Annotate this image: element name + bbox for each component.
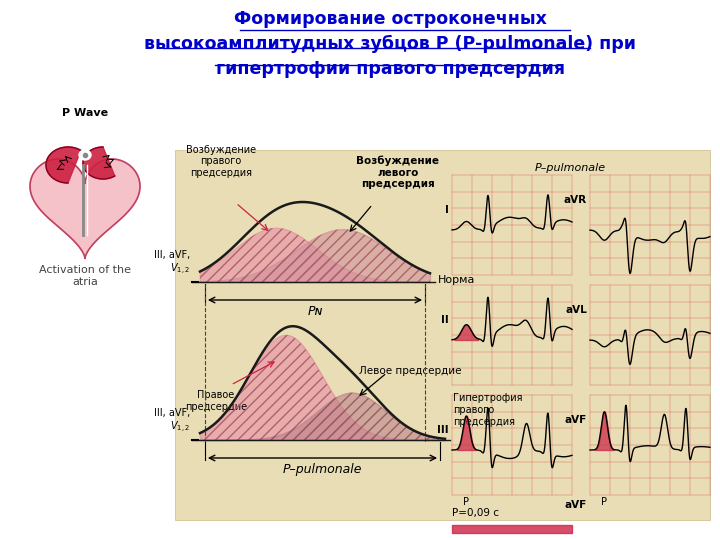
Bar [175,150,710,520]
Text: aVR: aVR [564,195,587,205]
Text: P: P [464,497,469,507]
Text: Норма: Норма [438,275,475,285]
Text: Activation of the
atria: Activation of the atria [39,265,131,287]
Text: Pɴ: Pɴ [307,305,323,318]
Text: P Wave: P Wave [62,108,108,118]
Polygon shape [83,147,114,179]
Text: Возбуждение
правого
предсердия: Возбуждение правого предсердия [186,145,256,178]
Text: II: II [441,315,449,325]
Text: aVL: aVL [565,305,587,315]
Text: Формирование остроконечных
высокоамплитудных зубцов Р (P-pulmonale) при
гипертро: Формирование остроконечных высокоамплиту… [144,10,636,78]
Ellipse shape [79,150,91,160]
Text: aVF: aVF [564,415,587,425]
Text: P=0,09 с: P=0,09 с [452,508,499,518]
Text: III: III [437,425,449,435]
Text: III, aVF,
$V_{1,2}$: III, aVF, $V_{1,2}$ [154,408,190,435]
Text: Левое предсердие: Левое предсердие [359,366,461,376]
Text: Возбуждение
левого
предсердия: Возбуждение левого предсердия [356,156,439,190]
Text: Правое
предсердие: Правое предсердие [185,390,247,411]
Text: P–pulmonale: P–pulmonale [534,163,606,173]
Polygon shape [46,147,81,183]
Text: P–pulmonale: P–pulmonale [283,463,362,476]
Text: aVF: aVF [564,500,587,510]
Text: Гипертрофия
правого
предсердия: Гипертрофия правого предсердия [453,394,523,427]
Text: P: P [601,497,608,507]
Text: III, aVF,
$V_{1,2}$: III, aVF, $V_{1,2}$ [154,250,190,277]
Polygon shape [30,159,140,259]
Text: I: I [445,205,449,215]
